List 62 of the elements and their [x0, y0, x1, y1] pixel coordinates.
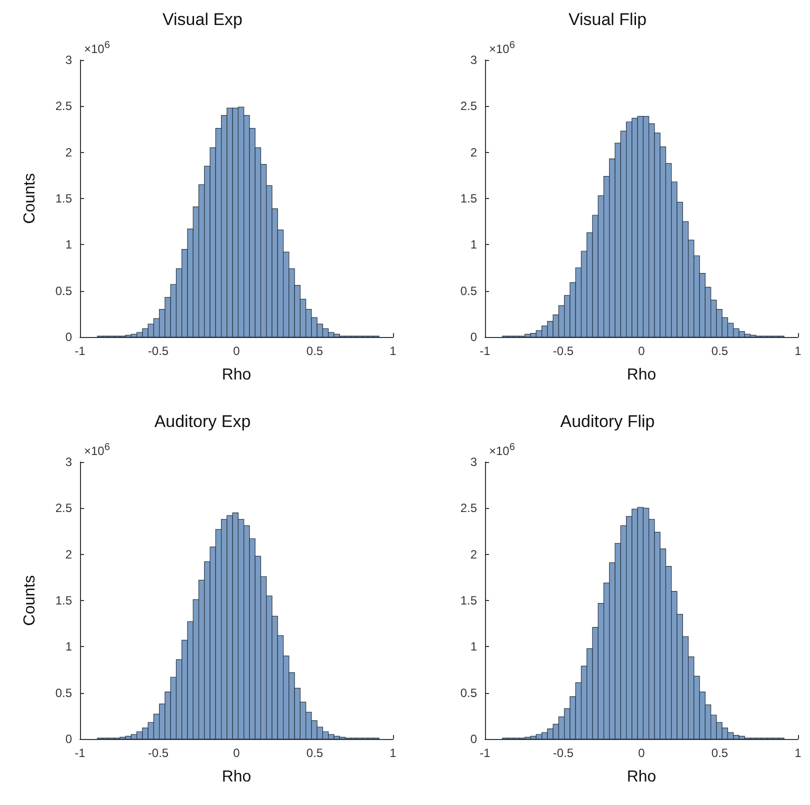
x-tick-label: 0.5: [711, 344, 728, 358]
y-tick-label: 0: [470, 732, 478, 746]
text: ×10$^{6}$: [84, 442, 110, 458]
y-tick-label: 3: [470, 53, 478, 67]
y-tick-label: 1: [470, 238, 478, 252]
x-tick-label: 0.5: [711, 746, 728, 760]
x-tick-label: 1: [390, 344, 397, 358]
x-tick-label: 1: [794, 344, 802, 358]
y-tick-label: 1.5: [55, 192, 72, 206]
x-tick-label: -0.5: [148, 746, 169, 760]
y-axis-title: Counts: [22, 173, 38, 224]
y-tick-label: 3: [65, 455, 72, 469]
x-axis-title: Rho: [222, 366, 252, 384]
x-tick-label: 0: [233, 344, 240, 358]
text: ×10$^{6}$: [489, 442, 515, 458]
chart-title: Auditory Flip: [560, 412, 655, 431]
chart-title: Visual Exp: [162, 10, 243, 29]
x-tick-label: -0.5: [552, 746, 574, 760]
x-tick-label: -1: [480, 344, 491, 358]
x-tick-label: 0: [638, 344, 646, 358]
chart-title: Auditory Exp: [154, 412, 251, 431]
y-tick-label: 0.5: [55, 284, 72, 298]
x-tick-label: 1: [794, 746, 802, 760]
y-tick-label: 1: [65, 640, 72, 654]
y-tick-label: 1: [65, 238, 72, 252]
y-tick-label: 2: [470, 145, 478, 160]
y-tick-label: 2.5: [55, 501, 72, 516]
x-tick-label: 0: [638, 746, 646, 760]
y-tick-label: 0.5: [460, 686, 478, 700]
x-axis-title: Rho: [626, 366, 656, 384]
y-tick-label: 1: [470, 640, 478, 654]
text: ×10$^{6}$: [489, 40, 515, 56]
x-axis-title: Rho: [626, 768, 656, 786]
y-tick-label: 0.5: [460, 284, 478, 298]
text: ×10$^{6}$: [84, 40, 110, 56]
y-tick-label: 2.5: [55, 99, 72, 114]
y-tick-label: 2.5: [460, 99, 478, 114]
x-tick-label: 0.5: [306, 746, 324, 760]
y-tick-label: 0.5: [55, 686, 72, 700]
y-tick-label: 2: [470, 547, 478, 562]
y-tick-label: 2.5: [460, 501, 478, 516]
x-tick-label: -1: [74, 344, 86, 358]
y-axis-title: Counts: [22, 575, 38, 626]
y-tick-label: 3: [65, 53, 72, 67]
x-tick-label: -1: [74, 746, 86, 760]
y-tick-label: 0: [470, 330, 478, 344]
x-tick-label: -0.5: [552, 344, 574, 358]
x-tick-label: 0.5: [306, 344, 324, 358]
x-axis-title: Rho: [222, 768, 252, 786]
y-tick-label: 1.5: [55, 594, 72, 608]
y-tick-label: 1.5: [460, 594, 478, 608]
y-tick-label: 0: [65, 732, 72, 746]
x-tick-label: -0.5: [148, 344, 169, 358]
x-tick-label: 0: [233, 746, 240, 760]
x-tick-label: -1: [480, 746, 491, 760]
y-tick-label: 1.5: [460, 192, 478, 206]
y-tick-label: 2: [65, 145, 72, 160]
chart-title: Visual Flip: [568, 10, 647, 29]
y-tick-label: 0: [65, 330, 72, 344]
y-tick-label: 3: [470, 455, 478, 469]
y-tick-label: 2: [65, 547, 72, 562]
x-tick-label: 1: [390, 746, 397, 760]
